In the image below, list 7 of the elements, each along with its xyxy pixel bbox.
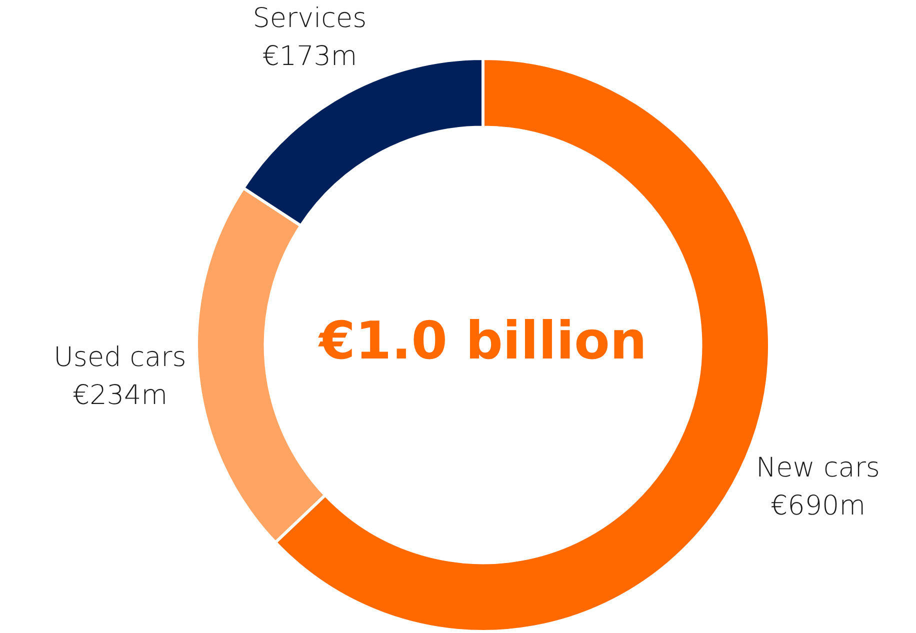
data-label: €173m [262,41,358,72]
slice-label: Used cars [54,342,186,373]
slice-label: Services [252,3,367,34]
slice-label: New cars [756,452,880,484]
text: €1.0 billion [318,312,647,372]
data-label: €690m [770,490,866,522]
data-label: €234m [72,380,168,411]
